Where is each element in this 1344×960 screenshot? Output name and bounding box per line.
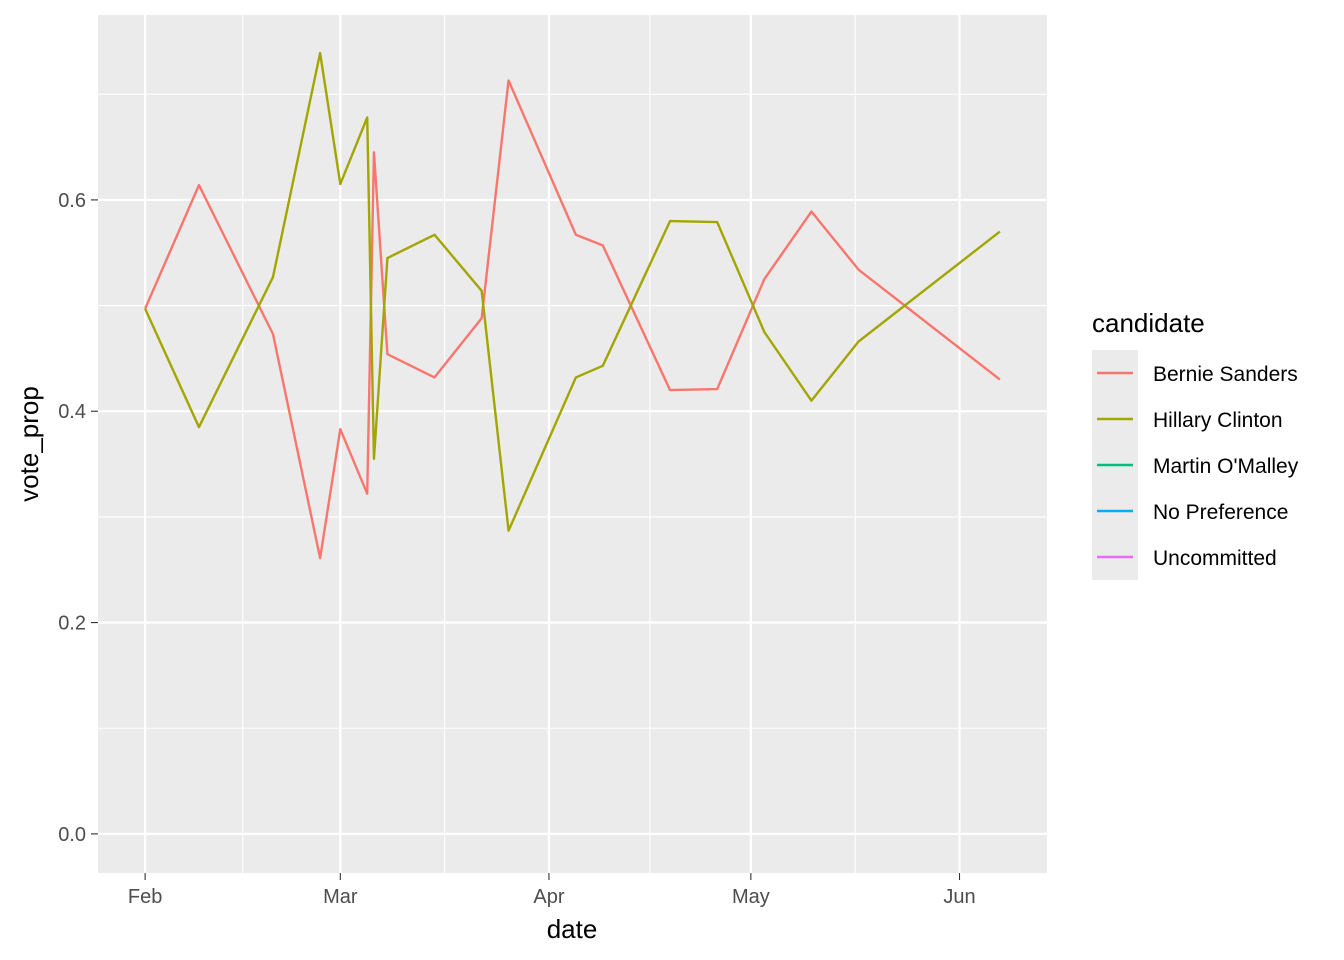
legend-label-martin-o-malley: Martin O'Malley [1153,455,1299,478]
x-tick-label: Feb [128,886,162,908]
y-axis: 0.0 0.2 0.4 0.6 [58,190,98,846]
y-tick-label: 0.0 [58,824,86,846]
legend-label-hillary-clinton: Hillary Clinton [1153,409,1283,432]
legend-label-no-preference: No Preference [1153,501,1288,524]
plot-panel [98,15,1047,873]
series-line-bernie-sanders [144,79,1001,560]
x-axis: Feb Mar Apr May Jun [128,873,976,908]
legend: candidate Bernie Sanders Hillary Clinton M… [1092,308,1299,580]
y-axis-title: vote_prop [14,386,44,502]
minor-gridlines [98,15,1047,873]
x-tick-label: Jun [943,886,975,908]
x-axis-title: date [547,914,598,944]
major-gridlines [98,15,1047,873]
y-tick-label: 0.6 [58,190,86,212]
series-lines [144,51,1001,560]
x-tick-label: May [732,886,770,908]
series-line-hillary-clinton [144,51,1001,532]
x-tick-label: Mar [323,886,358,908]
legend-label-uncommitted: Uncommitted [1153,547,1277,570]
x-tick-label: Apr [533,886,564,908]
y-tick-label: 0.2 [58,613,86,635]
legend-title: candidate [1092,308,1205,338]
y-tick-label: 0.4 [58,401,86,423]
legend-label-bernie-sanders: Bernie Sanders [1153,363,1298,386]
